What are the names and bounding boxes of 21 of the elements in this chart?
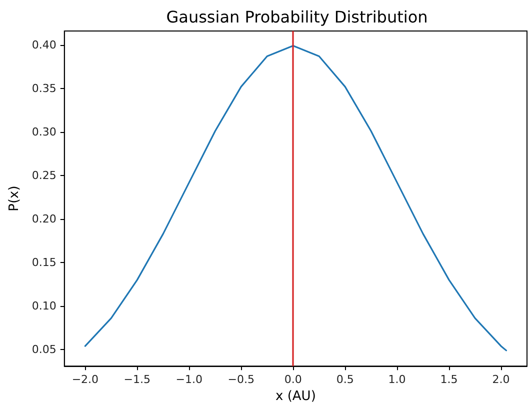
y-tick-label: 0.20 (32, 212, 56, 226)
y-tick-label: 0.30 (32, 125, 56, 138)
y-tick-label: 0.10 (32, 300, 56, 313)
x-tick-label: 0.5 (336, 373, 354, 386)
y-tick-label: 0.40 (32, 38, 56, 52)
x-tick-label: −2.0 (72, 373, 99, 386)
y-tick-label: 0.05 (32, 343, 56, 356)
y-tick-label: 0.25 (32, 168, 56, 182)
x-tick-label: −1.0 (176, 373, 202, 386)
x-tick-label: −0.5 (228, 373, 254, 386)
x-tick-label: 0.0 (284, 373, 302, 386)
y-axis-title: P(x) (7, 186, 22, 212)
x-tick-label: 1.0 (388, 373, 406, 386)
chart-title: Gaussian Probability Distribution (166, 8, 428, 26)
x-axis-title: x (AU) (276, 389, 316, 404)
x-tick-label: 1.5 (440, 373, 458, 386)
line-series (84, 44, 508, 352)
y-tick-label: 0.35 (32, 82, 56, 95)
x-tick-label: 2.0 (492, 373, 510, 386)
y-tick-label: 0.15 (32, 256, 56, 270)
x-tick-label: −1.5 (124, 373, 151, 386)
